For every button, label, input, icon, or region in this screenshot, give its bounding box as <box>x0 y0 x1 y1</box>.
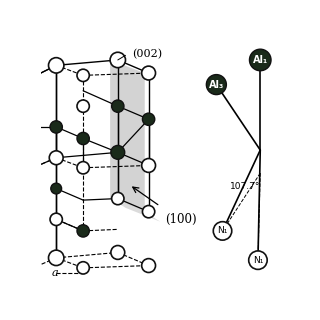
Circle shape <box>49 250 64 266</box>
Polygon shape <box>110 60 145 212</box>
Circle shape <box>142 259 156 273</box>
Circle shape <box>250 49 271 71</box>
Circle shape <box>77 225 89 237</box>
Circle shape <box>112 192 124 205</box>
Circle shape <box>110 52 125 68</box>
Circle shape <box>111 145 125 159</box>
Circle shape <box>77 262 89 274</box>
Circle shape <box>142 113 155 125</box>
Circle shape <box>49 58 64 73</box>
Text: Al₁: Al₁ <box>252 55 268 65</box>
Text: 107.7°: 107.7° <box>230 182 260 191</box>
Circle shape <box>26 70 40 84</box>
Text: (100): (100) <box>165 213 197 226</box>
Circle shape <box>28 122 38 132</box>
Circle shape <box>142 158 156 172</box>
Circle shape <box>50 121 62 133</box>
Circle shape <box>112 100 124 112</box>
Text: N₁: N₁ <box>217 227 228 236</box>
Circle shape <box>77 132 89 145</box>
Text: N₁: N₁ <box>253 256 263 265</box>
Circle shape <box>142 66 156 80</box>
Circle shape <box>50 213 62 226</box>
Circle shape <box>27 262 39 274</box>
Circle shape <box>51 183 61 194</box>
Text: a: a <box>51 268 58 277</box>
Circle shape <box>77 162 89 174</box>
Circle shape <box>49 151 63 165</box>
Circle shape <box>206 75 226 95</box>
Circle shape <box>77 69 89 82</box>
Text: Al₃: Al₃ <box>209 80 224 90</box>
Circle shape <box>77 100 89 112</box>
Circle shape <box>213 222 232 240</box>
Circle shape <box>27 162 39 174</box>
Text: (002): (002) <box>132 49 162 59</box>
Circle shape <box>142 205 155 218</box>
Polygon shape <box>110 198 160 222</box>
Circle shape <box>249 251 267 269</box>
Circle shape <box>111 245 125 260</box>
